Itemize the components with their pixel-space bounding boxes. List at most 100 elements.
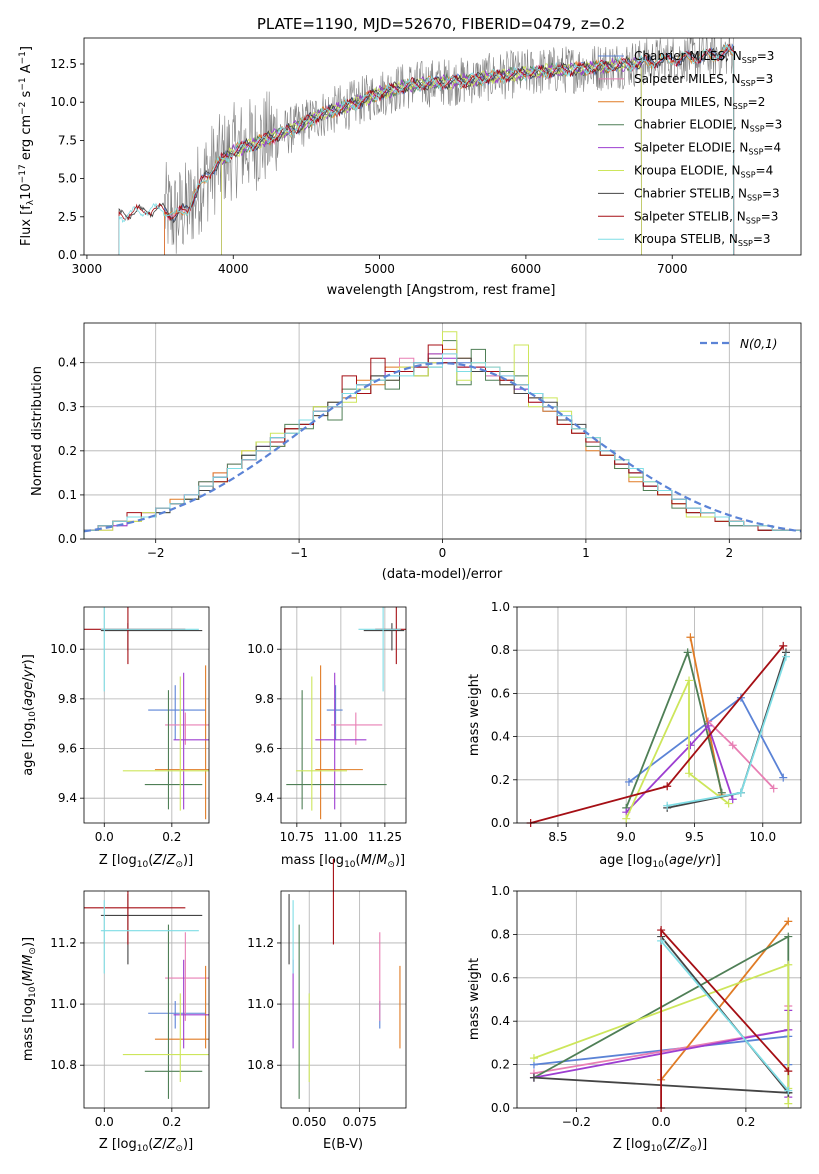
- ssp-marker: [736, 788, 745, 797]
- axes-frame: [83, 890, 210, 1109]
- x-tick-label: 0.050: [292, 1115, 326, 1129]
- y-tick-label: 9.8: [255, 692, 274, 706]
- mass-vs-ebv-xlabel: E(B-V): [323, 1137, 363, 1152]
- x-tick-label: 0.075: [342, 1115, 376, 1129]
- ssp-marker: [624, 777, 633, 786]
- y-tick-label: 7.5: [58, 133, 77, 147]
- mass-weight-line: [667, 652, 787, 809]
- ssp-marker: [769, 784, 778, 793]
- weight-vs-Z-ylabel: mass weight: [467, 958, 482, 1040]
- mass-weight-line: [625, 680, 730, 820]
- ssp-marker: [685, 676, 694, 685]
- x-tick-label: 10.0: [749, 830, 776, 844]
- ssp-marker: [784, 917, 793, 926]
- x-tick-label: 10.75: [280, 830, 314, 844]
- ssp-marker: [529, 1054, 538, 1063]
- axes-frame: [83, 37, 802, 256]
- legend-label: Salpeter MILES, NSSP=3: [634, 72, 773, 88]
- x-tick-label: −2: [147, 546, 165, 560]
- x-tick-label: 0.0: [95, 1115, 114, 1129]
- legend-label: N(0,1): [740, 337, 777, 351]
- x-tick-label: 3000: [72, 262, 103, 276]
- x-tick-label: 0.0: [95, 830, 114, 844]
- y-tick-label: 0.4: [491, 1014, 510, 1028]
- axes-frame: [280, 890, 407, 1109]
- ssp-marker: [784, 932, 793, 941]
- ssp-marker: [781, 652, 790, 661]
- ssp-marker: [784, 960, 793, 969]
- weight-vs-age-xlabel: age [log10(age/yr)]: [599, 853, 721, 870]
- spectrum-ylabel: Flux [fλ10−17 erg cm−2 s−1 A−1]: [18, 46, 36, 246]
- y-tick-label: 5.0: [58, 172, 77, 186]
- y-tick-label: 12.5: [50, 57, 77, 71]
- x-tick-label: −0.2: [562, 1115, 591, 1129]
- residual-ylabel: Normed distribution: [30, 366, 45, 496]
- y-tick-label: 0.8: [491, 643, 510, 657]
- legend-label: Kroupa MILES, NSSP=2: [634, 95, 765, 111]
- axes-frame: [516, 890, 802, 1109]
- y-tick-label: 0.1: [58, 488, 77, 502]
- x-tick-label: 9.5: [685, 830, 704, 844]
- ssp-marker: [784, 1086, 793, 1095]
- ssp-marker: [728, 741, 737, 750]
- x-tick-label: 11.00: [324, 830, 358, 844]
- y-tick-label: 9.4: [255, 791, 274, 805]
- weight-vs-Z-xlabel: Z [log10(Z/Z⊙)]: [613, 1137, 707, 1154]
- y-tick-label: 9.6: [255, 742, 274, 756]
- ssp-marker: [779, 773, 788, 782]
- age-vs-Z-panel: Z [log10(Z/Z⊙)] age [log10(age/yr)] 0.0 0…: [21, 606, 210, 870]
- data-spectrum: [164, 38, 734, 254]
- axes-frame: [280, 606, 407, 824]
- y-tick-label: 0.0: [491, 816, 510, 830]
- ssp-marker: [663, 782, 672, 791]
- ssp-marker: [779, 641, 788, 650]
- mass-vs-ebv-panel: E(B-V) 0.050 0.075 10.8 11.0 11.2: [247, 858, 407, 1152]
- y-tick-label: 1.0: [491, 600, 510, 614]
- legend-label: Kroupa ELODIE, NSSP=4: [634, 164, 773, 180]
- y-tick-label: 11.0: [247, 997, 274, 1011]
- x-tick-label: 4000: [218, 262, 249, 276]
- ssp-marker: [784, 1099, 793, 1108]
- y-tick-label: 0.6: [491, 971, 510, 985]
- residual-histogram: [83, 353, 801, 539]
- x-tick-label: 7000: [657, 262, 688, 276]
- y-tick-label: 10.0: [247, 642, 274, 656]
- x-tick-label: −1: [290, 546, 308, 560]
- ssp-marker: [663, 801, 672, 810]
- y-tick-label: 0.8: [491, 927, 510, 941]
- mass-vs-Z-xlabel: Z [log10(Z/Z⊙)]: [99, 1137, 193, 1154]
- mass-vs-Z-ylabel: mass [log10(M/M⊙)]: [21, 937, 38, 1061]
- y-tick-label: 11.2: [50, 936, 77, 950]
- model-spectrum-line: [221, 57, 642, 255]
- y-tick-label: 0.2: [58, 444, 77, 458]
- legend-label: Kroupa STELIB, NSSP=3: [634, 232, 771, 248]
- legend-label: Chabrier STELIB, NSSP=3: [634, 186, 780, 202]
- y-tick-label: 9.6: [58, 742, 77, 756]
- ssp-marker: [686, 633, 695, 642]
- x-tick-label: 0.2: [162, 830, 181, 844]
- y-tick-label: 1.0: [491, 884, 510, 898]
- y-tick-label: 10.0: [50, 642, 77, 656]
- x-tick-label: 0.2: [162, 1115, 181, 1129]
- y-tick-label: 0.6: [491, 686, 510, 700]
- y-tick-label: 0.2: [491, 1058, 510, 1072]
- age-vs-mass-panel: mass [log10(M/M⊙)] 10.75 11.00 11.25 9.4 9.6…: [247, 606, 407, 870]
- ssp-marker: [686, 741, 695, 750]
- ssp-marker: [622, 814, 631, 823]
- x-tick-label: 6000: [511, 262, 542, 276]
- y-tick-label: 9.8: [58, 692, 77, 706]
- y-tick-label: 0.0: [58, 532, 77, 546]
- ssp-marker: [784, 1067, 793, 1076]
- ssp-marker: [728, 795, 737, 804]
- ssp-marker: [683, 648, 692, 657]
- x-tick-label: 8.5: [548, 830, 567, 844]
- y-tick-label: 0.2: [491, 773, 510, 787]
- x-tick-label: 5000: [364, 262, 395, 276]
- y-tick-label: 11.2: [247, 936, 274, 950]
- ssp-marker: [724, 799, 733, 808]
- spectrum-xlabel: wavelength [Angstrom, rest frame]: [327, 283, 556, 298]
- model-spectrum-line: [164, 46, 735, 255]
- mass-vs-Z-panel: Z [log10(Z/Z⊙)] mass [log10(M/M⊙)] 0.0 0.…: [21, 890, 210, 1154]
- legend-label: Chabrier ELODIE, NSSP=3: [634, 118, 782, 134]
- y-tick-label: 11.0: [50, 997, 77, 1011]
